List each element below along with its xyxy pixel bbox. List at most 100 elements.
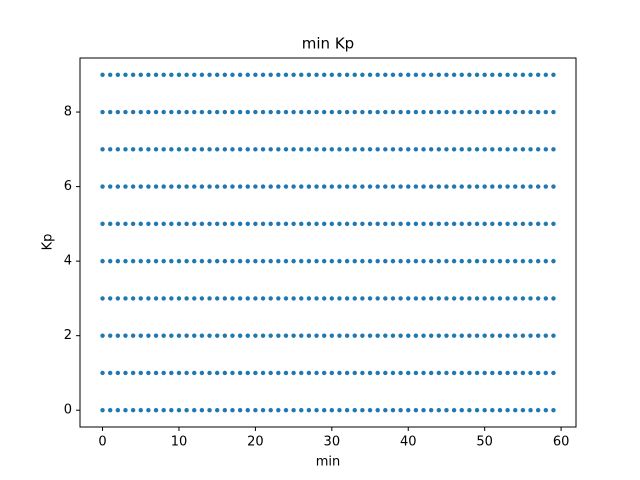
point [184, 408, 189, 413]
point [299, 296, 304, 301]
point [237, 333, 243, 338]
point [260, 408, 266, 413]
point [543, 408, 549, 413]
point [176, 296, 182, 301]
point [436, 333, 442, 338]
point [398, 333, 403, 338]
point [184, 147, 189, 152]
point [192, 221, 197, 227]
point [329, 370, 335, 376]
point [260, 147, 266, 152]
point [360, 184, 365, 189]
x-tick-label: 40 [400, 435, 417, 450]
point [459, 408, 464, 413]
point [276, 109, 281, 115]
point [169, 258, 174, 264]
point [268, 109, 273, 115]
point [375, 109, 380, 115]
point [360, 258, 365, 264]
point [291, 296, 296, 301]
point [421, 109, 426, 115]
point [390, 333, 396, 338]
point [291, 370, 296, 376]
point [291, 72, 296, 77]
point [283, 109, 289, 115]
point [337, 72, 342, 77]
point [146, 147, 151, 152]
point [306, 221, 312, 227]
point [207, 221, 212, 227]
point [100, 147, 105, 152]
point [490, 333, 495, 338]
point [100, 184, 105, 189]
point [130, 333, 136, 338]
point [474, 258, 480, 264]
point [245, 147, 250, 152]
point [268, 221, 273, 227]
point [314, 221, 319, 227]
point [482, 184, 487, 189]
point [306, 147, 312, 152]
point [551, 109, 556, 115]
point [543, 221, 549, 227]
point [482, 72, 487, 77]
point [123, 221, 128, 227]
point [413, 72, 419, 77]
point [207, 147, 212, 152]
point [314, 296, 319, 301]
point [214, 258, 220, 264]
point [367, 408, 373, 413]
point [153, 72, 159, 77]
point [459, 221, 464, 227]
point [237, 147, 243, 152]
point [283, 408, 289, 413]
point [115, 296, 121, 301]
point [398, 221, 403, 227]
point [192, 408, 197, 413]
point [352, 333, 357, 338]
point [398, 72, 403, 77]
point [474, 333, 480, 338]
point [497, 109, 503, 115]
point [199, 296, 205, 301]
point [199, 258, 205, 264]
point [253, 221, 258, 227]
point [268, 333, 273, 338]
point [467, 258, 472, 264]
point [276, 333, 281, 338]
point [375, 296, 380, 301]
point [513, 333, 518, 338]
point [383, 258, 388, 264]
point [375, 147, 380, 152]
point [146, 296, 151, 301]
point [428, 184, 434, 189]
point [344, 184, 350, 189]
point [222, 370, 228, 376]
point [344, 333, 350, 338]
point [428, 296, 434, 301]
point [100, 258, 105, 264]
point [344, 221, 350, 227]
point [413, 408, 419, 413]
point [130, 221, 136, 227]
point [436, 147, 442, 152]
point [329, 408, 335, 413]
point [482, 370, 487, 376]
point [421, 147, 426, 152]
point [390, 109, 396, 115]
point [283, 221, 289, 227]
point [367, 333, 373, 338]
point [520, 370, 526, 376]
point [383, 72, 388, 77]
point [497, 258, 503, 264]
point [268, 296, 273, 301]
point [176, 370, 182, 376]
point [214, 370, 220, 376]
point [115, 408, 121, 413]
point [344, 72, 350, 77]
point [321, 258, 327, 264]
point [123, 72, 128, 77]
point [383, 296, 388, 301]
point [107, 333, 113, 338]
